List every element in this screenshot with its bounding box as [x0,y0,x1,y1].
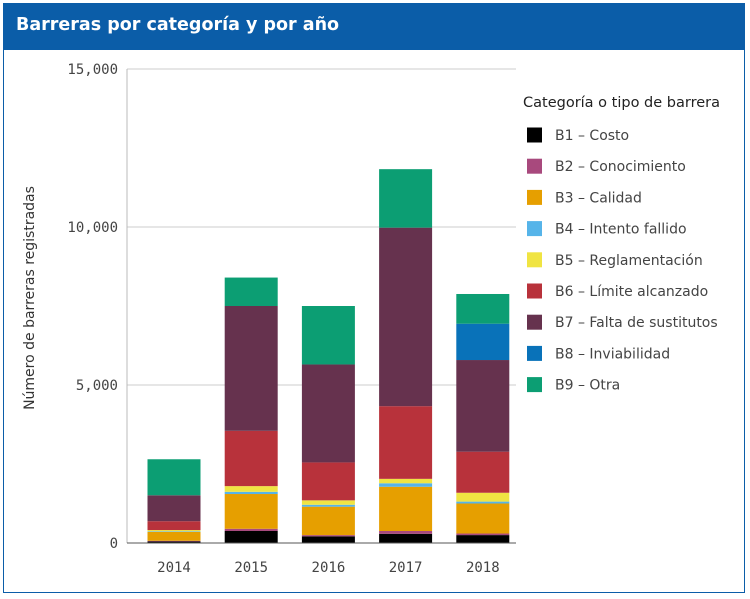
bar-segment [224,530,278,543]
legend-label: B5 – Reglamentación [555,253,703,269]
bar-segment [147,530,201,532]
bar-segment [147,459,201,496]
bar-segment [224,486,278,492]
x-tick-label: 2018 [466,560,500,576]
bar-segment [456,293,510,324]
bar-segment [379,227,433,407]
legend-label: B1 – Costo [555,128,629,144]
bar-segment [379,169,433,228]
legend-swatch [527,283,542,299]
legend: Categoría o tipo de barrera B1 – Costo B2… [523,95,720,394]
bar-segment [147,495,201,522]
bars [147,169,510,543]
bar-segment [301,535,355,537]
y-tick-label: 15,000 [67,62,118,78]
bar-segment [301,504,355,507]
bar-segment [224,430,278,487]
bar-segment [301,500,355,505]
bar-segment [147,540,201,542]
bar-segment [147,541,201,543]
bar-segment [224,306,278,431]
x-tick-label: 2015 [234,560,268,576]
legend-label: B7 – Falta de sustitutos [555,315,718,331]
bar-segment [301,506,355,536]
bar-segment [301,536,355,543]
bar-segment [147,531,201,541]
x-tick-labels: 2014 2015 2016 2017 2018 [157,560,500,576]
bar-segment [224,277,278,306]
bar-segment [224,528,278,531]
bar-segment [379,478,433,484]
bar-segment [379,533,433,543]
y-tick-label: 10,000 [67,220,118,236]
legend-swatch [527,189,542,205]
bar-segment [456,535,510,543]
bar-segment [456,360,510,452]
bar-segment [379,486,433,531]
legend-label: B3 – Calidad [555,190,642,206]
bar-segment [456,451,510,493]
x-tick-label: 2014 [157,560,191,576]
legend-label: B6 – Límite alcanzado [555,284,708,300]
y-axis-title: Número de barreras registradas [22,186,38,410]
legend-label: B2 – Conocimiento [555,159,686,175]
axes [126,69,516,544]
panel-title: Barreras por categoría y por año [16,15,340,35]
x-tick-label: 2017 [389,560,423,576]
bar-segment [301,462,355,501]
bar-segment [147,521,201,531]
legend-label: B9 – Otra [555,378,620,394]
legend-swatch [527,345,542,361]
legend-title: Categoría o tipo de barrera [523,95,720,111]
bar-segment [379,483,433,487]
legend-label: B4 – Intento fallido [555,222,687,238]
legend-swatch [527,252,542,268]
y-tick-label: 5,000 [76,378,118,394]
legend-label: B8 – Inviabilidad [555,346,670,362]
legend-swatch [527,314,542,330]
panel-header: Barreras por categoría y por año [4,4,744,50]
legend-swatch [527,127,542,143]
y-tick-labels: 0 5,000 10,000 15,000 [67,62,118,552]
bar-segment [379,530,433,534]
bar-segment [224,494,278,529]
x-tick-label: 2016 [312,560,346,576]
legend-swatch [527,158,542,174]
bar-segment [147,531,201,532]
bar-segment [456,503,510,534]
y-tick-label: 0 [110,536,118,552]
bar-segment [224,491,278,495]
bar-segment [456,492,510,502]
bar-segment [456,501,510,504]
bar-segment [301,364,355,463]
legend-swatch [527,377,542,393]
bar-segment [456,323,510,361]
bar-segment [456,533,510,536]
legend-swatch [527,221,542,237]
bar-segment [379,406,433,479]
bar-segment [301,306,355,365]
